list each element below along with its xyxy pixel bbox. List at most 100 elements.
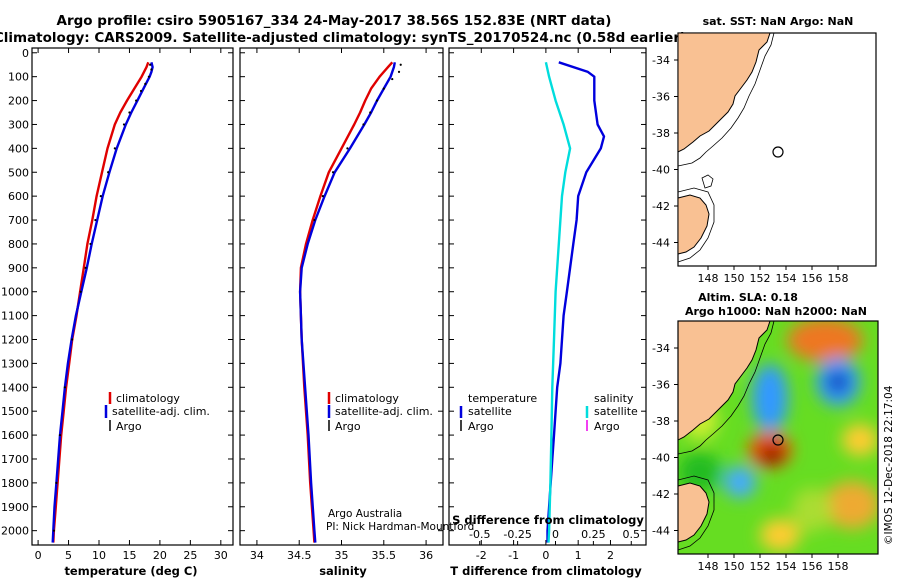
argo-points bbox=[144, 82, 147, 85]
tasmania-land bbox=[678, 482, 710, 543]
map-top-lat-label: -38 bbox=[652, 127, 670, 140]
map-bottom-lon-label: 156 bbox=[802, 560, 823, 573]
x-tick-label: 25 bbox=[183, 549, 197, 562]
map-bottom-lon-label: 154 bbox=[776, 560, 797, 573]
map-top-lon-label: 154 bbox=[776, 272, 797, 285]
y-tick-label: 500 bbox=[8, 166, 29, 179]
argo-points bbox=[84, 266, 87, 269]
argo-points bbox=[331, 171, 335, 174]
y-tick-label: 1200 bbox=[1, 334, 29, 347]
map-bottom-title2: Argo h1000: NaN h2000: NaN bbox=[685, 305, 867, 318]
s-tick-label: -0.25 bbox=[503, 528, 531, 541]
x-tick-label: 35 bbox=[335, 549, 349, 562]
map-bottom-lat-label: -34 bbox=[652, 342, 670, 355]
argo-points bbox=[128, 111, 131, 114]
satellite-line bbox=[51, 62, 154, 543]
argo-points bbox=[71, 338, 74, 341]
argo-points bbox=[107, 171, 110, 174]
argo-points bbox=[55, 481, 58, 484]
difference-panel: -2 -1 0 1 2 -0.5 -0.25 0 0.25 0.5 bbox=[448, 47, 647, 562]
map-bottom-lat-label: -38 bbox=[652, 415, 670, 428]
map-bottom-lon-label: 148 bbox=[698, 560, 719, 573]
x-tick-label: 0 bbox=[542, 549, 549, 562]
map-top-lon-label: 148 bbox=[698, 272, 719, 285]
legend-t-satellite: satellite bbox=[468, 405, 512, 418]
y-tick-label: 1700 bbox=[1, 453, 29, 466]
legend-climatology: climatology bbox=[335, 392, 399, 405]
credit-line1: Argo Australia bbox=[328, 508, 402, 520]
argo-points bbox=[113, 147, 116, 150]
plot-frame bbox=[448, 47, 647, 546]
legend-satellite: satellite-adj. clim. bbox=[335, 405, 433, 418]
tasmania-land bbox=[677, 194, 710, 255]
y-tick-label: 900 bbox=[8, 262, 29, 275]
coastline-shelf bbox=[678, 321, 775, 455]
x-tick-label: 20 bbox=[153, 549, 167, 562]
x-tick-label: 34.5 bbox=[287, 549, 312, 562]
s-tick-label: 0.25 bbox=[581, 528, 606, 541]
temperature-xlabel: temperature (deg C) bbox=[64, 564, 197, 578]
y-tick-label: 400 bbox=[8, 142, 29, 155]
plot-frame bbox=[31, 47, 234, 546]
x-tick-label: 35.5 bbox=[372, 549, 397, 562]
x-tick-label: 1 bbox=[575, 549, 582, 562]
legend-s-argo: Argo bbox=[594, 420, 620, 433]
argo-points bbox=[52, 529, 56, 532]
y-tick-label: 800 bbox=[8, 238, 29, 251]
argo-points bbox=[58, 433, 62, 437]
map-top-lat-label: -44 bbox=[652, 237, 670, 250]
y-tick-label: 1500 bbox=[1, 405, 29, 418]
map-top bbox=[677, 32, 877, 267]
s-tick-label: -0.5 bbox=[469, 528, 490, 541]
map-top-lat-label: -34 bbox=[652, 54, 670, 67]
argo-points bbox=[391, 77, 394, 81]
temperature-panel: 0100200300400500600700800900100011001200… bbox=[1, 47, 234, 562]
x-tick-label: -2 bbox=[476, 549, 487, 562]
map-bottom-lon-label: 158 bbox=[828, 560, 849, 573]
argo-points bbox=[147, 75, 151, 78]
argo-points bbox=[382, 87, 385, 90]
map-bottom-lon-label: 150 bbox=[724, 560, 745, 573]
map-bottom-frame bbox=[677, 320, 879, 555]
argo-points bbox=[375, 99, 379, 102]
argo-points bbox=[135, 99, 138, 102]
y-tick-label: 1000 bbox=[1, 286, 29, 299]
x-tick-label: 10 bbox=[92, 549, 106, 562]
temperature-legend: climatology satellite-adj. clim. Argo bbox=[104, 392, 210, 433]
y-tick-label: 1600 bbox=[1, 429, 29, 442]
y-tick-label: 300 bbox=[8, 118, 29, 131]
island-outline bbox=[701, 174, 714, 189]
argo-points bbox=[321, 195, 324, 198]
y-tick-label: 200 bbox=[8, 95, 29, 108]
y-tick-label: 1800 bbox=[1, 477, 29, 490]
argo-float-marker bbox=[772, 434, 784, 446]
legend-s-satellite: satellite bbox=[594, 405, 638, 418]
argo-points bbox=[362, 123, 365, 126]
credit-line2: PI: Nick Hardman-Mountford bbox=[326, 521, 474, 533]
salinity-xlabel: salinity bbox=[319, 564, 367, 578]
argo-points bbox=[89, 242, 92, 246]
x-tick-label: 15 bbox=[122, 549, 136, 562]
argo-points bbox=[313, 218, 316, 222]
tasmania-shelf bbox=[678, 475, 715, 551]
map-top-lon-label: 158 bbox=[828, 272, 849, 285]
argo-points bbox=[149, 63, 152, 66]
difference-xlabel: T difference from climatology bbox=[450, 564, 642, 578]
map-bottom-lat-label: -40 bbox=[652, 452, 670, 465]
y-tick-label: 700 bbox=[8, 214, 29, 227]
y-tick-label: 1100 bbox=[1, 310, 29, 323]
y-tick-label: 1400 bbox=[1, 381, 29, 394]
argo-points bbox=[139, 89, 143, 93]
argo-float-marker bbox=[772, 146, 784, 158]
land-mass bbox=[678, 321, 771, 441]
argo-points bbox=[369, 111, 372, 114]
legend-salinity-title: salinity bbox=[594, 392, 634, 405]
land-mass bbox=[677, 32, 771, 153]
map-bottom-lat-label: -42 bbox=[652, 488, 670, 501]
map-bottom-lon-label: 152 bbox=[750, 560, 771, 573]
x-tick-label: 36 bbox=[419, 549, 433, 562]
map-top-lat-label: -36 bbox=[652, 91, 670, 104]
y-tick-label: 0 bbox=[22, 47, 29, 60]
s-satellite-line bbox=[544, 62, 572, 543]
